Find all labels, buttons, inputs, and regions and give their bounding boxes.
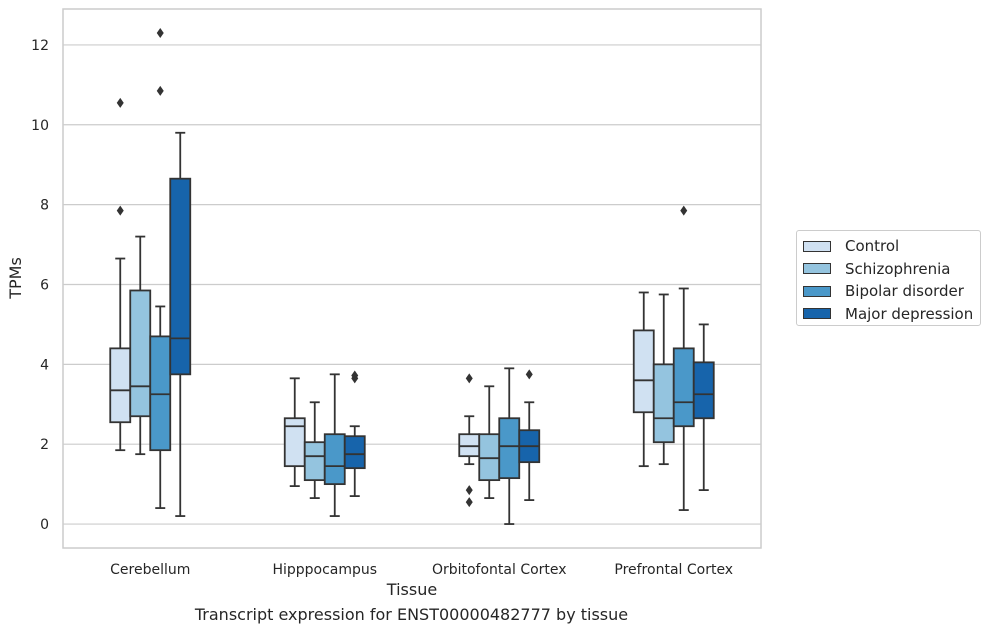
- box-schizophrenia: [303, 401, 326, 499]
- legend-swatch: [803, 240, 831, 252]
- outlier-point: [465, 497, 473, 508]
- box-bipolar-disorder: [498, 367, 521, 525]
- legend-label: Major depression: [845, 304, 974, 323]
- box-control: [632, 291, 655, 468]
- legend-swatch: [803, 308, 831, 320]
- y-tick-labels: 0 2 4 6 8 10 12: [31, 38, 49, 533]
- outlier-point: [525, 369, 533, 380]
- legend-label: Schizophrenia: [845, 259, 951, 278]
- legend-label: Control: [845, 237, 900, 256]
- legend-label: Bipolar disorder: [845, 282, 964, 301]
- box-body: [498, 417, 521, 480]
- box-body: [109, 347, 132, 424]
- grid-lines: [63, 44, 761, 525]
- y-tick-label: 12: [31, 38, 49, 54]
- box-major-depression: [169, 131, 192, 517]
- box-schizophrenia: [478, 385, 501, 499]
- outlier-point: [465, 373, 473, 384]
- box-body: [129, 289, 152, 418]
- box-control: [283, 377, 306, 488]
- plot-border: [62, 8, 762, 549]
- box-body: [672, 347, 695, 428]
- legend-item: Major depression: [803, 303, 980, 326]
- x-tick-label: Prefrontal Cortex: [614, 562, 733, 578]
- box-major-depression: [518, 369, 541, 501]
- outlier-point: [156, 85, 164, 96]
- box-schizophrenia: [652, 293, 675, 466]
- box-control: [458, 373, 481, 508]
- box-plot-marks: [109, 27, 715, 525]
- outlier-point: [351, 370, 359, 381]
- outlier-point: [116, 205, 124, 216]
- y-tick-label: 0: [40, 517, 49, 533]
- x-axis-label: Tissue: [386, 580, 437, 599]
- box-bipolar-disorder: [672, 205, 695, 511]
- y-tick-label: 4: [40, 357, 49, 373]
- legend-item: Control: [803, 235, 980, 258]
- legend-item: Bipolar disorder: [803, 280, 980, 303]
- x-tick-label: Cerebellum: [110, 562, 190, 578]
- legend: Control Schizophrenia Bipolar disorder Majo…: [796, 230, 981, 326]
- plot-frame: [62, 8, 762, 549]
- box-body: [458, 433, 481, 458]
- box-body: [149, 335, 172, 452]
- box-bipolar-disorder: [149, 27, 172, 509]
- x-tick-label: Hipppocampus: [272, 562, 377, 578]
- legend-swatch: [803, 263, 831, 275]
- legend-item: Schizophrenia: [803, 258, 980, 281]
- box-major-depression: [692, 323, 715, 492]
- box-control: [109, 97, 132, 452]
- outlier-point: [465, 485, 473, 496]
- y-tick-label: 2: [40, 437, 49, 453]
- box-bipolar-disorder: [323, 373, 346, 517]
- box-major-depression: [343, 370, 366, 497]
- box-body: [478, 433, 501, 482]
- y-tick-label: 10: [31, 118, 49, 134]
- box-body: [692, 361, 715, 420]
- box-schizophrenia: [129, 235, 152, 456]
- x-tick-label: Orbitofontal Cortex: [432, 562, 567, 578]
- outlier-point: [116, 97, 124, 108]
- outlier-point: [680, 205, 688, 216]
- box-body: [632, 329, 655, 414]
- box-body: [652, 363, 675, 444]
- y-tick-label: 6: [40, 277, 49, 293]
- box-body: [303, 441, 326, 482]
- box-body: [323, 433, 346, 486]
- outlier-point: [156, 27, 164, 38]
- chart-caption: Transcript expression for ENST0000048277…: [194, 605, 629, 624]
- box-body: [343, 435, 366, 470]
- y-tick-label: 8: [40, 198, 49, 214]
- x-tick-labels: Cerebellum Hipppocampus Orbitofontal Corte…: [110, 562, 733, 578]
- legend-swatch: [803, 285, 831, 297]
- y-axis-label: TPMs: [6, 257, 25, 300]
- box-body: [169, 177, 192, 376]
